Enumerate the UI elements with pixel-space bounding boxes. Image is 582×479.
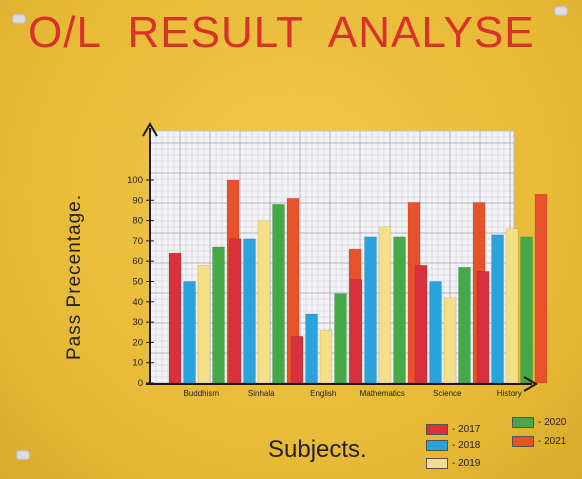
y-tick-label: 30 xyxy=(132,317,143,328)
legend-label: - 2020 xyxy=(538,417,567,428)
bar-mathematics-2020 xyxy=(393,236,406,384)
bar-english-2018 xyxy=(305,313,318,384)
bar-sinhala-2017 xyxy=(228,238,242,384)
y-tick-label: 0 xyxy=(138,378,143,389)
y-axis-arrow-icon xyxy=(142,122,158,137)
legend-item-2019: - 2019 xyxy=(426,458,480,469)
bar-buddhism-2017 xyxy=(168,252,182,384)
pin-top-right xyxy=(554,6,568,16)
legend-swatch xyxy=(426,424,448,435)
x-tick-label: Buddhism xyxy=(183,389,219,398)
y-tick-label: 90 xyxy=(132,195,143,206)
legend-swatch xyxy=(426,440,448,451)
poster-title: O/L RESULT ANALYSE xyxy=(28,8,535,57)
legend-swatch xyxy=(512,436,534,447)
bar-science-2018 xyxy=(429,281,442,384)
bar-sinhala-2020 xyxy=(272,204,285,384)
bar-science-2019 xyxy=(443,297,457,384)
bar-science-2017 xyxy=(414,264,428,384)
bar-sinhala-2019 xyxy=(257,220,271,384)
bar-mathematics-2019 xyxy=(378,226,392,384)
pin-bottom-left xyxy=(16,450,30,460)
legend-label: - 2021 xyxy=(538,436,567,447)
bar-sinhala-2018 xyxy=(243,238,256,384)
bar-history-2020 xyxy=(520,236,533,384)
bar-buddhism-2018 xyxy=(183,281,196,384)
x-axis-arrow-icon xyxy=(523,376,538,392)
bar-buddhism-2020 xyxy=(212,246,225,384)
y-tick-label: 100 xyxy=(127,175,143,186)
bar-history-2018 xyxy=(491,234,504,384)
bar-english-2017 xyxy=(290,336,304,384)
x-axis-label: Subjects. xyxy=(268,436,367,463)
y-tick-label: 40 xyxy=(132,297,143,308)
bar-buddhism-2019 xyxy=(197,264,211,384)
bar-history-2017 xyxy=(476,271,490,384)
legend-label: - 2017 xyxy=(452,424,481,435)
x-tick-label: English xyxy=(310,389,336,398)
y-tick-label: 50 xyxy=(132,277,143,288)
legend-item-2017: - 2017 xyxy=(426,424,480,435)
y-tick-label: 10 xyxy=(132,358,143,369)
legend-item-2018: - 2018 xyxy=(426,440,480,451)
y-tick-label: 80 xyxy=(132,216,143,227)
x-tick-label: Mathematics xyxy=(360,389,405,398)
legend-item-2021: - 2021 xyxy=(512,436,566,447)
y-axis-label: Pass Precentage. xyxy=(64,194,85,360)
bar-mathematics-2018 xyxy=(364,236,377,384)
y-tick-label: 20 xyxy=(132,337,143,348)
legend-label: - 2019 xyxy=(452,458,481,469)
legend-swatch xyxy=(426,458,448,469)
bar-history-2021 xyxy=(534,193,548,384)
bar-english-2020 xyxy=(334,293,347,384)
legend-item-2020: - 2020 xyxy=(512,417,566,428)
bar-science-2020 xyxy=(458,266,471,384)
bar-history-2019 xyxy=(505,228,519,384)
legend-label: - 2018 xyxy=(452,440,481,451)
bar-english-2019 xyxy=(319,329,333,384)
pin-top-left xyxy=(12,14,26,24)
y-tick-label: 70 xyxy=(132,236,143,247)
x-tick-label: Science xyxy=(433,389,462,398)
y-tick-label: 60 xyxy=(132,256,143,267)
x-tick-label: History xyxy=(497,389,522,398)
bar-mathematics-2017 xyxy=(349,279,363,384)
x-tick-label: Sinhala xyxy=(248,389,275,398)
legend-swatch xyxy=(512,417,534,428)
